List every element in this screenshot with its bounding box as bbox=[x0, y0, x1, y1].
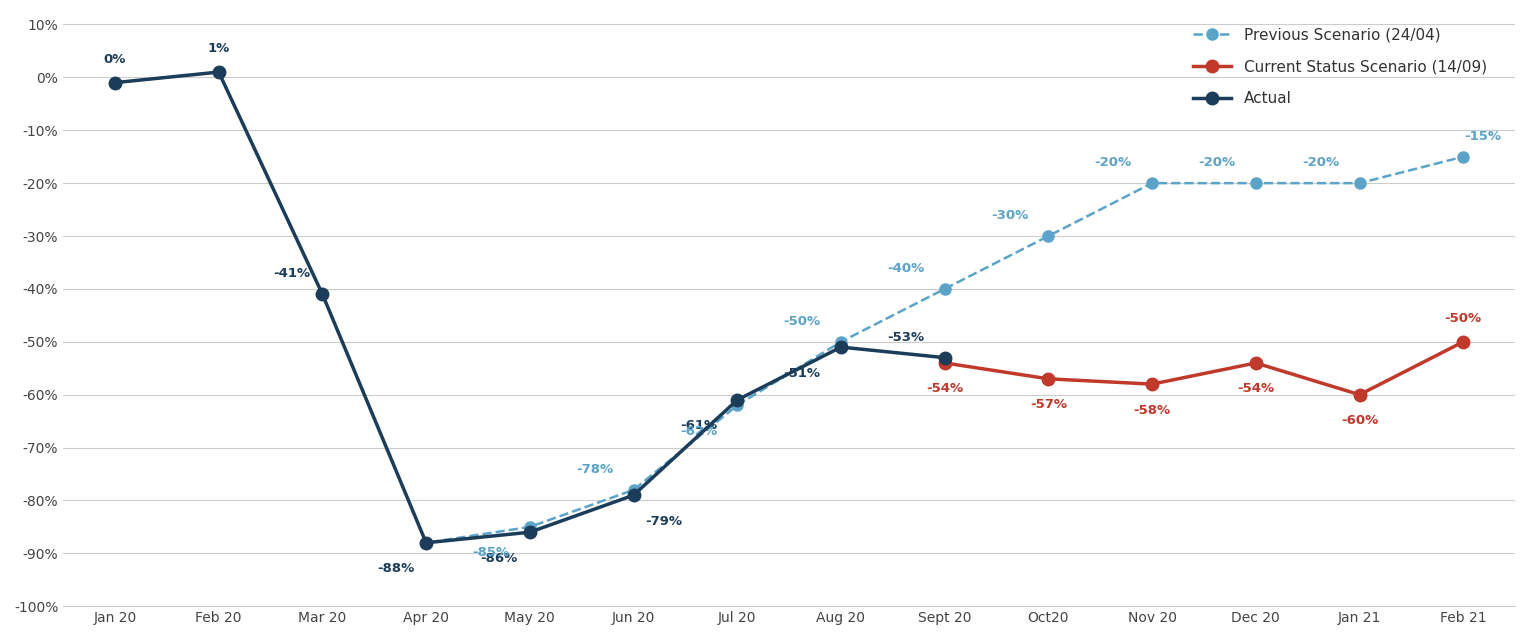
Text: -61%: -61% bbox=[680, 419, 717, 433]
Text: -40%: -40% bbox=[887, 262, 925, 275]
Text: -53%: -53% bbox=[887, 331, 925, 344]
Text: -58%: -58% bbox=[1133, 404, 1171, 417]
Text: 0%: 0% bbox=[104, 53, 127, 66]
Text: -15%: -15% bbox=[1465, 130, 1501, 142]
Text: -78%: -78% bbox=[576, 463, 613, 476]
Text: -60%: -60% bbox=[1341, 414, 1378, 427]
Text: -20%: -20% bbox=[1095, 157, 1131, 169]
Text: -54%: -54% bbox=[1237, 382, 1274, 396]
Text: -86%: -86% bbox=[480, 551, 518, 565]
Text: -85%: -85% bbox=[472, 546, 509, 559]
Text: -88%: -88% bbox=[378, 562, 414, 575]
Text: -20%: -20% bbox=[1199, 157, 1235, 169]
Text: -62%: -62% bbox=[680, 425, 717, 438]
Text: -30%: -30% bbox=[991, 209, 1027, 222]
Text: -41%: -41% bbox=[274, 267, 310, 281]
Text: -79%: -79% bbox=[645, 514, 682, 528]
Text: -20%: -20% bbox=[1303, 157, 1339, 169]
Text: -50%: -50% bbox=[783, 315, 821, 328]
Text: -54%: -54% bbox=[927, 382, 963, 396]
Text: 1%: 1% bbox=[208, 42, 229, 56]
Text: -50%: -50% bbox=[1445, 312, 1482, 325]
Text: -57%: -57% bbox=[1031, 398, 1067, 412]
Legend: Previous Scenario (24/04), Current Status Scenario (14/09), Actual: Previous Scenario (24/04), Current Statu… bbox=[1187, 22, 1492, 112]
Text: -51%: -51% bbox=[783, 367, 821, 380]
